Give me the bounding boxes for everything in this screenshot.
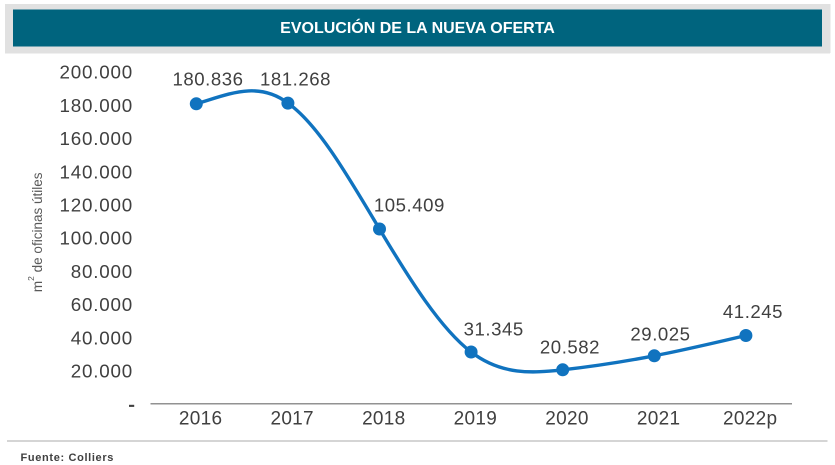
svg-text:2022p: 2022p (723, 408, 777, 429)
svg-text:29.025: 29.025 (630, 324, 690, 345)
svg-text:2020: 2020 (545, 408, 588, 429)
svg-text:180.000: 180.000 (60, 95, 134, 116)
svg-text:2017: 2017 (270, 408, 313, 429)
svg-text:200.000: 200.000 (60, 62, 134, 83)
svg-text:80.000: 80.000 (71, 261, 133, 282)
svg-text:m2 de oficinas útiles: m2 de oficinas útiles (26, 172, 45, 292)
svg-text:120.000: 120.000 (60, 195, 134, 216)
svg-text:31.345: 31.345 (464, 319, 524, 340)
svg-text:180.836: 180.836 (172, 68, 243, 89)
svg-text:160.000: 160.000 (60, 128, 134, 149)
svg-text:60.000: 60.000 (71, 294, 133, 315)
svg-text:Fuente: Colliers: Fuente: Colliers (21, 452, 115, 464)
svg-text:2021: 2021 (637, 408, 680, 429)
svg-text:100.000: 100.000 (60, 228, 134, 249)
svg-text:20.582: 20.582 (540, 336, 600, 357)
svg-text:2019: 2019 (454, 408, 497, 429)
svg-text:140.000: 140.000 (60, 161, 134, 182)
svg-text:105.409: 105.409 (374, 195, 445, 216)
svg-text:2016: 2016 (179, 408, 222, 429)
svg-text:40.000: 40.000 (71, 327, 133, 348)
svg-text:41.245: 41.245 (723, 301, 783, 322)
svg-text:181.268: 181.268 (260, 69, 331, 90)
svg-text:EVOLUCIÓN DE LA NUEVA OFERTA: EVOLUCIÓN DE LA NUEVA OFERTA (280, 18, 555, 37)
svg-text:2018: 2018 (362, 408, 405, 429)
svg-text:20.000: 20.000 (71, 361, 133, 382)
